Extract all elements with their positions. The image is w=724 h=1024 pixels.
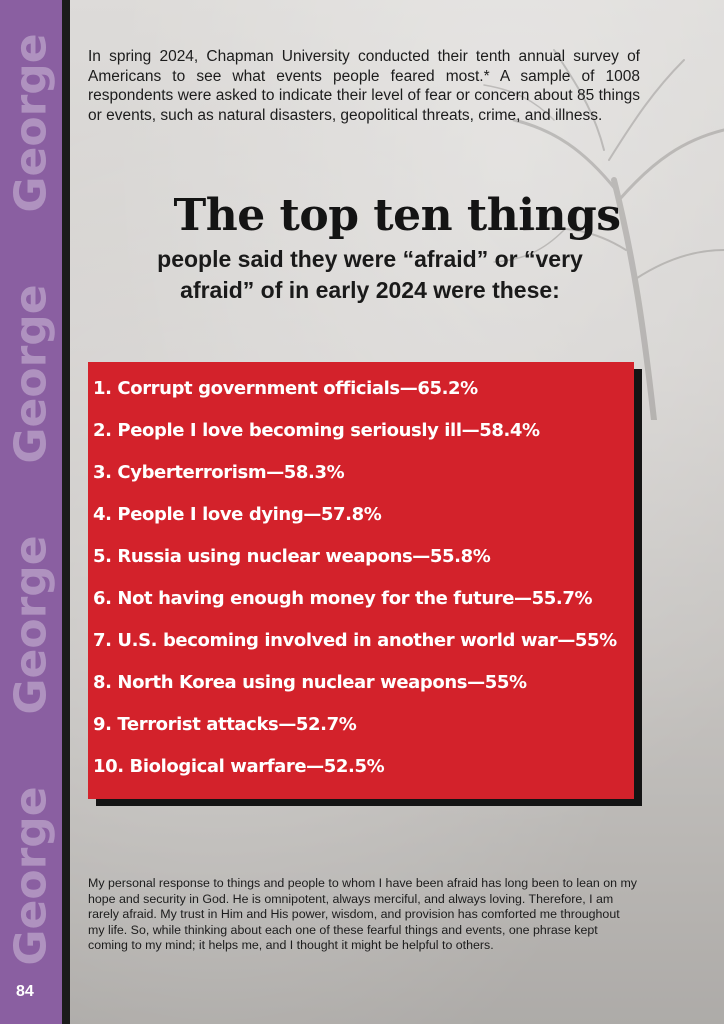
page-number: 84 [16,983,34,1000]
tree-silhouette-decoration [483,49,724,420]
page-title: The top ten things [173,190,621,241]
fear-item: 6. Not having enough money for the futur… [93,588,593,609]
fear-item: 8. North Korea using nuclear weapons—55% [93,672,527,693]
fear-item: 4. People I love dying—57.8% [93,504,382,525]
page-subtitle: people said they were “afraid” or “very … [100,244,640,306]
subtitle-line-2: afraid” of in early 2024 were these: [180,277,560,303]
fear-item: 3. Cyberterrorism—58.3% [93,462,345,483]
closing-paragraph: My personal response to things and peopl… [88,876,637,953]
fear-item: 9. Terrorist attacks—52.7% [93,714,357,735]
sidebar: George George George George 84 [0,0,62,1024]
intro-paragraph: In spring 2024, Chapman University condu… [88,48,640,124]
fear-item: 1. Corrupt government officials—65.2% [93,378,478,399]
subtitle-line-1: people said they were “afraid” or “very [157,246,583,272]
fear-item: 10. Biological warfare—52.5% [93,756,385,777]
fear-item: 7. U.S. becoming involved in another wor… [93,630,617,651]
fear-item: 2. People I love becoming seriously ill—… [93,420,540,441]
fear-item: 5. Russia using nuclear weapons—55.8% [93,546,491,567]
top-ten-fears-box: 1. Corrupt government officials—65.2% 2.… [88,362,634,799]
sidebar-divider [62,0,70,1024]
